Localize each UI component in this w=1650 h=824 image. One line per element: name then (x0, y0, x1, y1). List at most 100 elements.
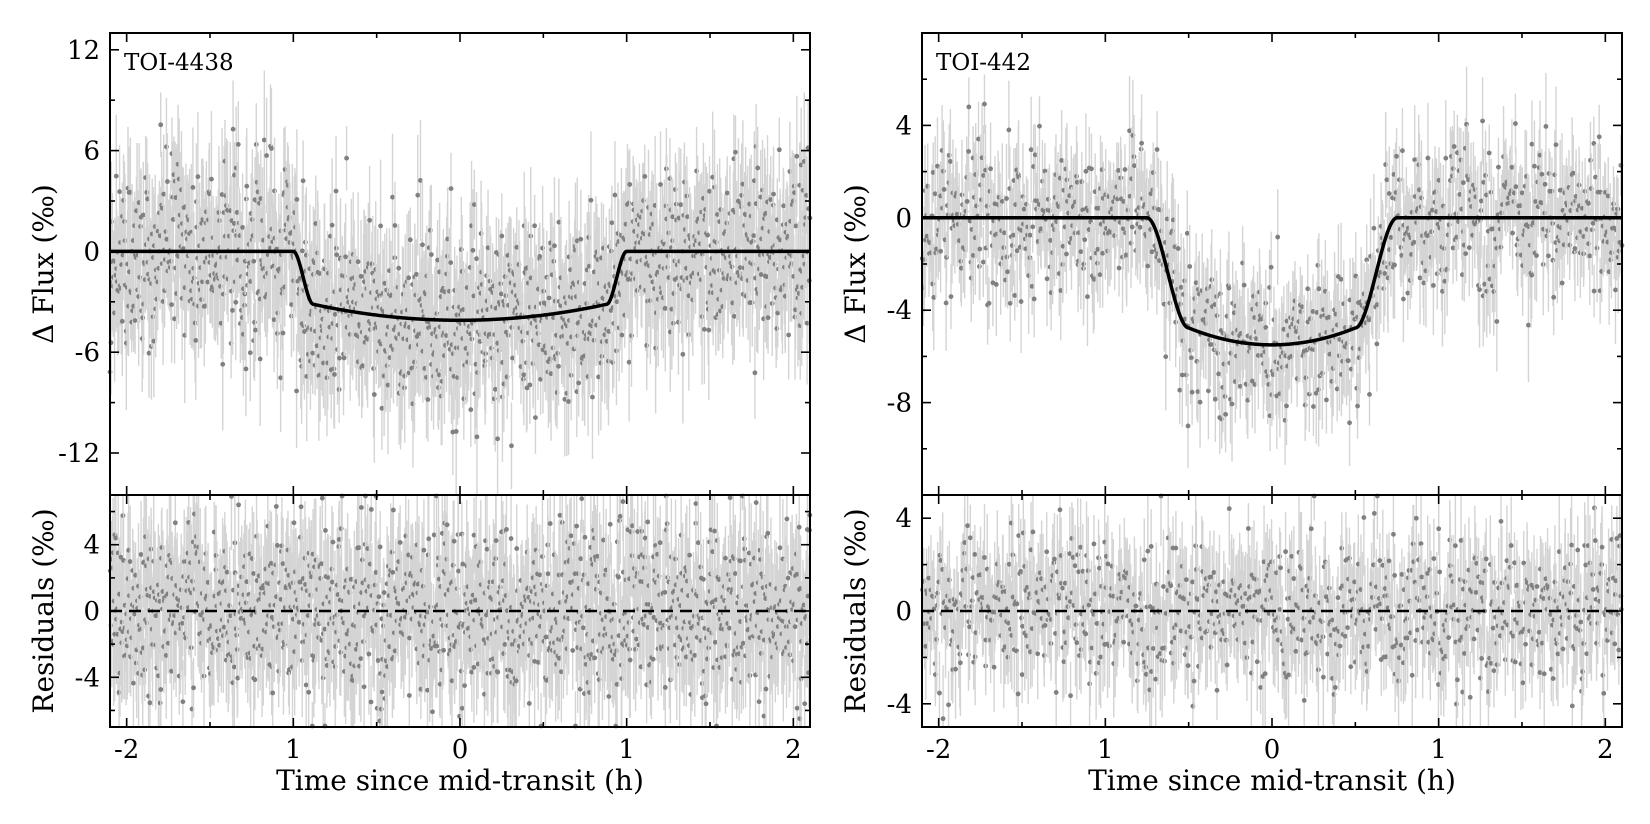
flux-data-point (280, 330, 286, 336)
flux-data-point (165, 179, 170, 184)
flux-data-point (509, 443, 514, 449)
flux-data-point (140, 212, 146, 218)
flux-data-point (299, 248, 305, 254)
flux-data-point (271, 317, 277, 323)
residual-data-point (650, 656, 656, 662)
flux-data-point (771, 191, 776, 197)
flux-data-point (765, 315, 771, 321)
flux-data-point (453, 429, 459, 434)
flux-data-point (556, 219, 562, 225)
flux-data-point (706, 327, 712, 333)
residual-data-point (119, 619, 125, 625)
residual-data-point (172, 520, 178, 526)
flux-data-point (520, 338, 526, 344)
residual-data-point (291, 520, 297, 526)
flux-data-point (804, 320, 810, 326)
residual-data-point (484, 546, 490, 552)
flux-data-point (425, 397, 431, 402)
flux-data-point (272, 188, 277, 194)
flux-data-point (282, 167, 288, 172)
residual-data-point (303, 682, 309, 688)
residual-data-point (547, 521, 553, 526)
flux-data-point (499, 233, 505, 239)
flux-data-point (758, 272, 764, 277)
residual-data-point (727, 495, 733, 501)
residual-data-point (582, 534, 588, 540)
flux-data-point (195, 174, 201, 180)
flux-data-point (685, 214, 690, 220)
residual-data-point (526, 701, 532, 706)
flux-data-point (428, 252, 434, 257)
flux-data-point (378, 223, 383, 229)
residual-data-point (190, 578, 195, 584)
flux-data-point (774, 326, 780, 331)
flux-data-point (317, 271, 323, 276)
flux-data-point (117, 189, 122, 195)
flux-data-point (371, 366, 376, 371)
flux-data-point (546, 295, 552, 301)
residual-data-point (158, 687, 164, 692)
residual-data-point (514, 546, 520, 551)
residual-data-point (687, 552, 692, 558)
residual-data-point (592, 655, 598, 661)
residual-data-point (662, 589, 668, 595)
flux-data-point (412, 359, 417, 365)
residual-data-point (698, 564, 704, 570)
flux-data-point (257, 356, 263, 362)
residual-data-point (703, 701, 709, 707)
flux-data-point (626, 359, 632, 365)
flux-data-point (216, 210, 222, 215)
flux-data-point (629, 333, 634, 339)
residual-data-point (232, 570, 238, 576)
flux-data-point (161, 191, 167, 197)
residual-data-point (441, 647, 446, 653)
residual-data-point (127, 559, 133, 564)
flux-data-point (324, 375, 330, 381)
residual-data-point (657, 540, 663, 546)
residual-data-point (131, 680, 136, 686)
flux-data-point (653, 345, 659, 351)
flux-data-point (548, 371, 554, 377)
flux-data-point (510, 355, 515, 361)
left-flux-data (107, 70, 813, 494)
residual-data-point (421, 547, 427, 553)
residual-data-point (430, 709, 435, 715)
residual-data-point (502, 642, 508, 647)
flux-data-point (289, 302, 294, 307)
residual-data-point (390, 507, 396, 513)
flux-data-point (533, 415, 538, 421)
flux-data-point (751, 233, 757, 239)
residual-data-point (662, 685, 668, 690)
flux-data-point (471, 202, 477, 208)
flux-y-tick-label: -12 (58, 439, 100, 469)
flux-data-point (243, 366, 249, 372)
flux-y-tick-label: 6 (83, 137, 100, 167)
residual-data-point (113, 535, 119, 541)
residual-data-point (213, 553, 219, 558)
residual-data-point (545, 571, 551, 577)
residual-data-point (191, 685, 196, 691)
residual-data-point (537, 572, 543, 578)
residual-data-point (220, 633, 226, 639)
flux-data-point (234, 210, 240, 215)
flux-data-point (485, 245, 491, 251)
residual-data-point (581, 572, 587, 578)
flux-data-point (435, 257, 440, 263)
residual-data-point (390, 569, 396, 575)
residual-data-point (616, 574, 621, 580)
flux-data-point (475, 370, 480, 375)
flux-data-point (343, 254, 349, 260)
flux-data-point (251, 258, 257, 264)
flux-data-point (113, 173, 119, 179)
flux-data-point (294, 197, 300, 202)
flux-y-tick-label: 0 (83, 237, 100, 267)
flux-data-point (547, 356, 553, 362)
flux-data-point (566, 399, 571, 404)
flux-data-point (418, 178, 423, 183)
residual-data-point (270, 690, 276, 696)
flux-data-point (682, 179, 687, 185)
flux-data-point (578, 236, 584, 242)
flux-data-point (724, 190, 730, 196)
flux-data-point (552, 243, 557, 249)
